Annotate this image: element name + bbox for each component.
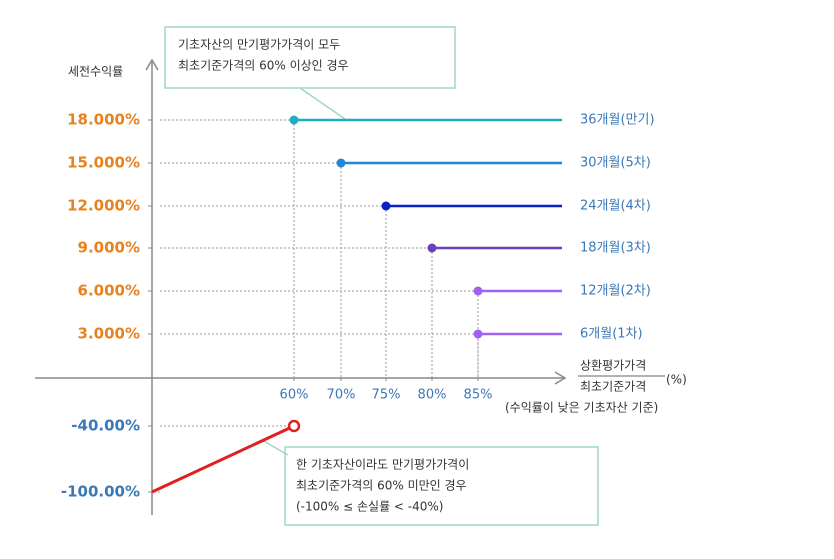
y-label: 세전수익률 (68, 65, 123, 79)
series-label: 6개월(1차) (580, 327, 643, 342)
loss-point (287, 419, 301, 433)
x-label: (수익률이 낮은 기초자산 기준) (505, 401, 658, 415)
y-tick-label: 15.000% (67, 154, 140, 172)
connector (261, 439, 289, 456)
annotation-box (164, 26, 456, 89)
annotation-box (284, 446, 599, 526)
x-tick-label: 80% (418, 388, 447, 403)
series-label: 12개월(2차) (580, 284, 651, 299)
x-tick-label: 75% (372, 388, 401, 403)
series-label: 30개월(5차) (580, 156, 651, 171)
y-tick-label: 18.000% (67, 111, 140, 129)
series-label: 18개월(3차) (580, 241, 651, 256)
x-arrow (554, 371, 567, 385)
y-tick-label: 3.000% (78, 325, 140, 343)
payoff-point (427, 243, 437, 253)
series-label: 24개월(4차) (580, 199, 651, 214)
y-arrow (145, 58, 159, 71)
x-tick-label: 70% (327, 388, 356, 403)
connector (299, 87, 346, 120)
x-label: 최초기준가격 (580, 380, 646, 394)
y-tick-label: -100.00% (61, 483, 140, 501)
annotation: (-100% ≤ 손실률 < -40%) (296, 500, 444, 514)
payoff-point (289, 115, 299, 125)
series-label: 36개월(만기) (580, 113, 655, 128)
annotation: 기초자산의 만기평가가격이 모두 (178, 38, 340, 52)
x-tick-label: 60% (280, 388, 309, 403)
annotation: 최초기준가격의 60% 이상인 경우 (178, 59, 349, 73)
x-tick-label: 85% (464, 388, 493, 403)
x-label: 상환평가가격 (580, 359, 646, 373)
y-tick-label: 12.000% (67, 197, 140, 215)
y-tick-label: 9.000% (78, 239, 140, 257)
annotation: 한 기초자산이라도 만기평가가격이 (296, 458, 469, 472)
payoff-point (473, 329, 483, 339)
x-unit: (%) (666, 373, 687, 387)
loss-line (151, 424, 295, 494)
payoff-point (473, 286, 483, 296)
payoff-point (336, 158, 346, 168)
y-tick-label: 6.000% (78, 282, 140, 300)
payoff-point (381, 201, 391, 211)
y-tick-label: -40.00% (71, 417, 140, 435)
annotation: 최초기준가격의 60% 미만인 경우 (296, 479, 467, 493)
